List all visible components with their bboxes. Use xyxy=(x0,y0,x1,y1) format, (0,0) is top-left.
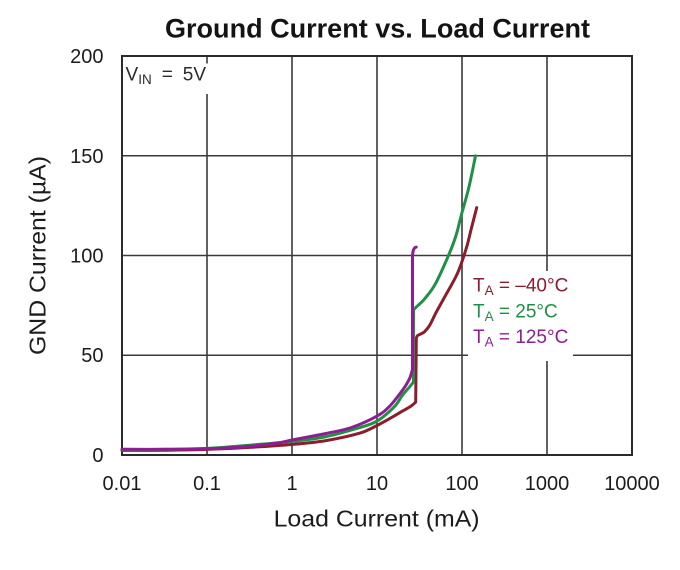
svg-text:TA = –40°C: TA = –40°C xyxy=(473,276,568,299)
svg-text:10: 10 xyxy=(366,473,388,495)
svg-text:1000: 1000 xyxy=(525,473,570,495)
svg-text:TA = 125°C: TA = 125°C xyxy=(473,327,568,350)
svg-text:150: 150 xyxy=(70,146,103,168)
svg-text:200: 200 xyxy=(70,46,103,68)
svg-text:0.01: 0.01 xyxy=(103,473,142,495)
svg-text:5V: 5V xyxy=(183,65,207,86)
svg-text:IN: IN xyxy=(138,72,152,87)
svg-text:V: V xyxy=(126,65,139,86)
svg-text:Ground Current vs. Load Curren: Ground Current vs. Load Current xyxy=(165,14,590,44)
svg-text:0: 0 xyxy=(92,445,103,467)
svg-text:100: 100 xyxy=(70,246,103,268)
svg-text:0.1: 0.1 xyxy=(193,473,221,495)
svg-text:TA = 25°C: TA = 25°C xyxy=(473,301,558,324)
svg-text:GND Current (µA): GND Current (µA) xyxy=(25,156,51,355)
svg-text:Load Current (mA): Load Current (mA) xyxy=(274,506,480,532)
svg-text:10000: 10000 xyxy=(604,473,660,495)
svg-text:1: 1 xyxy=(286,473,297,495)
svg-text:100: 100 xyxy=(445,473,478,495)
svg-text:=: = xyxy=(162,65,173,86)
svg-text:50: 50 xyxy=(81,345,103,367)
